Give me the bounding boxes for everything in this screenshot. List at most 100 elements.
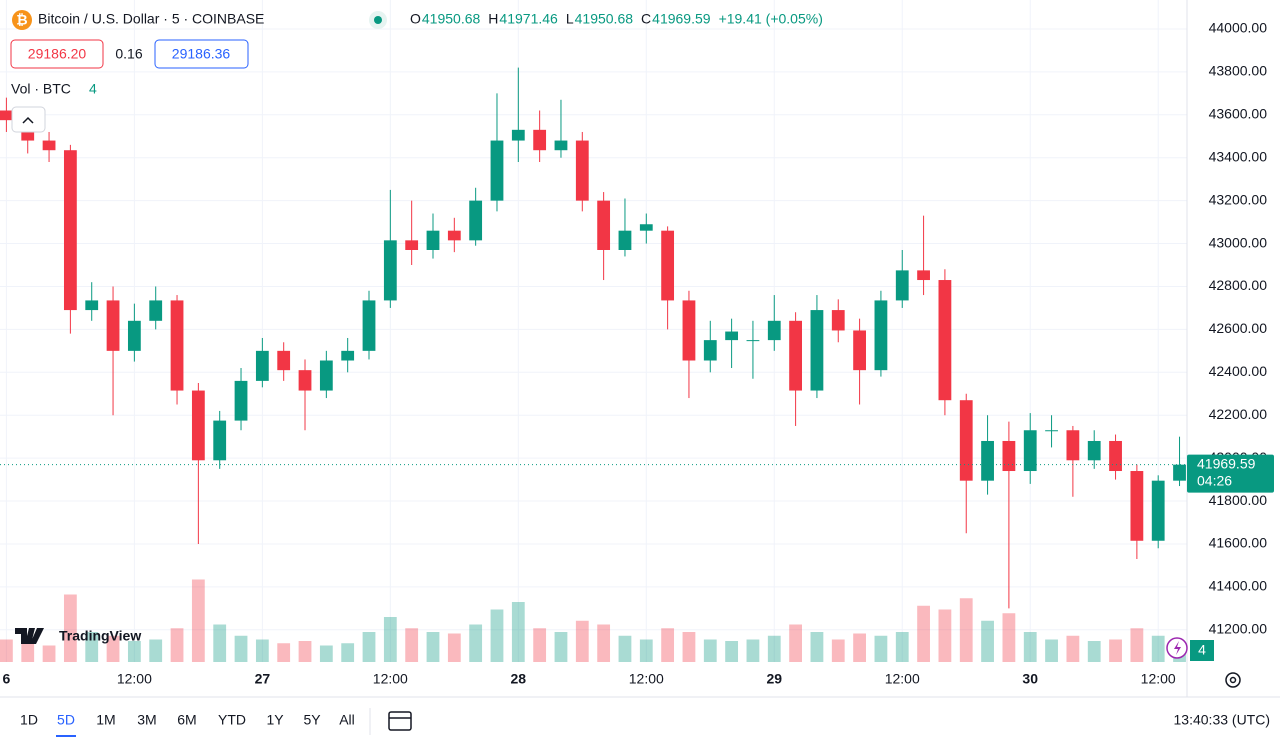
candle-body: [170, 300, 184, 391]
coin-icon: [12, 10, 32, 30]
range-button[interactable]: 1D: [20, 712, 38, 728]
sell-box[interactable]: [10, 39, 104, 69]
y-tick-label: 42400.00: [1209, 363, 1268, 379]
candle-body: [319, 360, 333, 391]
ohlc-label: C: [641, 11, 651, 27]
volume-bar: [639, 639, 653, 662]
range-button[interactable]: 1Y: [266, 712, 284, 728]
candle-body: [682, 300, 696, 361]
range-button[interactable]: 1M: [96, 712, 115, 728]
volume-bar: [703, 639, 717, 662]
coin-glyph: ₿: [16, 12, 27, 28]
buy-price[interactable]: 29186.36: [172, 46, 231, 62]
y-tick-label: 41800.00: [1209, 492, 1268, 508]
volume-bar: [767, 635, 781, 662]
volume-bar: [42, 645, 56, 662]
volume-bar: [618, 635, 632, 662]
candle-body: [1151, 480, 1165, 541]
range-button[interactable]: 5D: [57, 712, 75, 728]
candle-body: [789, 320, 802, 391]
candle-body: [1045, 430, 1058, 432]
y-tick-label: 42800.00: [1209, 277, 1268, 293]
volume-bar: [1130, 628, 1144, 662]
candle-body: [767, 320, 781, 341]
range-button[interactable]: 6M: [177, 712, 196, 728]
y-tick-label: 41600.00: [1209, 535, 1268, 551]
y-tick-label: 44000.00: [1209, 20, 1268, 36]
volume-bar: [597, 624, 611, 662]
volume-bar: [554, 632, 568, 662]
candle-body: [874, 300, 888, 371]
candle-body: [746, 340, 760, 342]
candle-body: [853, 330, 866, 371]
candle-body: [1130, 471, 1144, 541]
candle-body: [405, 240, 419, 250]
volume-bar: [917, 605, 930, 662]
candle-body: [661, 230, 675, 301]
volume-bar: [298, 641, 312, 662]
candle-body: [639, 224, 653, 231]
candle-body: [447, 230, 461, 241]
volume-bar: [234, 635, 248, 662]
volume-bar: [362, 632, 376, 662]
candle-body: [959, 400, 973, 481]
x-tick-label: 12:00: [1141, 671, 1176, 687]
x-tick-label: 28: [511, 671, 527, 687]
candle-body: [383, 240, 397, 301]
ohlc-value: 41950.68: [422, 11, 481, 27]
range-button[interactable]: 5Y: [303, 712, 321, 728]
volume-bar: [895, 632, 909, 662]
volume-bar: [938, 609, 952, 662]
volume-bar: [447, 633, 461, 662]
buy-box[interactable]: [154, 39, 249, 69]
badge: 4: [1198, 642, 1206, 658]
candle-body: [213, 420, 227, 461]
volume-bar: [533, 628, 547, 662]
logo-mark: [15, 628, 44, 644]
candle-body: [597, 200, 611, 250]
volume-bar: [191, 579, 205, 662]
volume-bar: [575, 620, 589, 662]
volume-bar: [85, 632, 99, 662]
y-tick-label: 41200.00: [1209, 621, 1268, 637]
candle-body: [426, 230, 440, 250]
candle-body: [1087, 440, 1101, 461]
volume-bar: [1087, 641, 1101, 662]
candle-body: [255, 350, 269, 381]
candle-body: [831, 310, 845, 331]
ohlc-label: O: [410, 11, 421, 27]
volume-bar: [810, 632, 824, 662]
range-button[interactable]: YTD: [218, 712, 246, 728]
candle-body: [42, 140, 56, 151]
x-tick-label: 30: [1022, 671, 1038, 687]
volume-bar: [959, 598, 973, 662]
date-range-icon[interactable]: [388, 711, 412, 731]
ohlc-change: +19.41 (+0.05%): [719, 11, 823, 27]
settings-icon[interactable]: [1225, 672, 1241, 688]
candle-body: [1066, 430, 1080, 461]
volume-bar: [255, 639, 269, 662]
volume-bar: [469, 624, 483, 662]
volume-bar: [1066, 635, 1080, 662]
y-tick-label: 43800.00: [1209, 63, 1268, 79]
candle-body: [618, 230, 632, 250]
volume-bar: [682, 632, 696, 662]
status-dot: [374, 16, 382, 24]
candle-body: [469, 200, 483, 241]
volume-value: 4: [89, 81, 97, 97]
range-button[interactable]: 3M: [137, 712, 156, 728]
candle-body: [362, 300, 376, 351]
sell-price[interactable]: 29186.20: [28, 46, 87, 62]
x-tick-label: 12:00: [117, 671, 152, 687]
volume-bar: [1109, 639, 1122, 662]
watermark: TradingView: [59, 628, 141, 644]
x-tick-label: 12:00: [885, 671, 920, 687]
volume-bar: [127, 641, 141, 662]
x-tick-label: 27: [255, 671, 271, 687]
range-button[interactable]: All: [339, 712, 355, 728]
candle-body: [490, 140, 504, 201]
collapse-icon: [22, 116, 34, 124]
ohlc-value: 41950.68: [575, 11, 634, 27]
